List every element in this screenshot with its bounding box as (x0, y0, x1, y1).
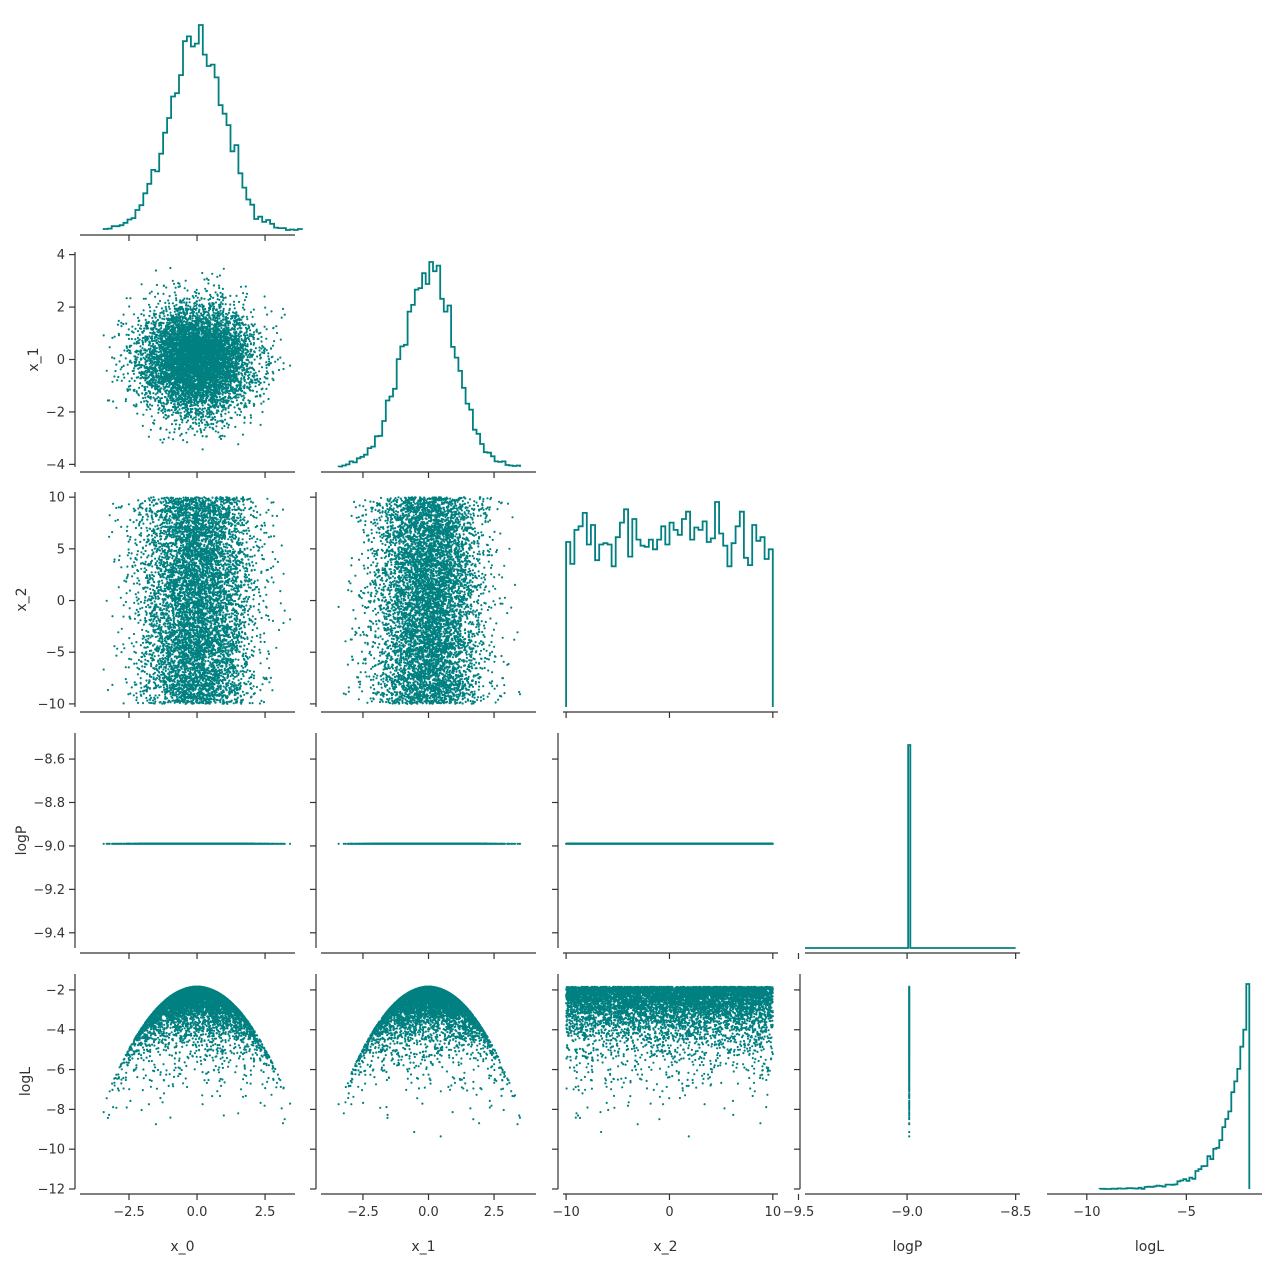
histogram-step (102, 24, 303, 231)
y-axis-label-logL: logL (18, 1067, 34, 1096)
x-tick-label: −2.5 (347, 1205, 379, 1220)
y-tick-label: 2 (57, 301, 65, 316)
y-tick-label: 4 (57, 248, 65, 263)
axes-logL-logP: −9.5 −9.0 −8.5 (783, 974, 1032, 1220)
x-tick-label: −10 (1073, 1205, 1100, 1220)
x-axis-label-x_2: x_2 (653, 1239, 677, 1255)
scatter-points (337, 496, 522, 705)
scatter-points (102, 496, 292, 705)
x-tick-label: 2.5 (484, 1205, 505, 1220)
x-tick-label: 0 (665, 1205, 673, 1220)
axes-logP-logP (797, 952, 1020, 959)
y-tick-label: −5 (46, 646, 65, 661)
y-tick-label: 0 (57, 594, 65, 609)
y-tick-label: 10 (48, 491, 65, 506)
axes-logL-x_0: −2.5 0.0 2.5 −2 −4 −6 −8 −10 −12 (38, 974, 295, 1220)
x-tick-label: 2.5 (255, 1205, 276, 1220)
y-tick-label: 0 (57, 353, 65, 368)
x-tick-label: −9.5 (783, 1205, 815, 1220)
scatter-points (337, 985, 522, 1138)
x-tick-label: 0.0 (187, 1205, 208, 1220)
y-tick-label: −8.8 (33, 796, 65, 811)
axes-logL-logL: −10 −5 (1047, 1193, 1262, 1220)
axes-x_1-x_0: 4 2 0 −2 −4 (46, 248, 295, 478)
scatter-panel-x_1-vs-x_0 (102, 266, 292, 451)
histogram-step (805, 744, 1016, 949)
histogram-logP (805, 744, 1016, 949)
scatter-panel-logL-vs-x_0 (102, 985, 292, 1126)
histogram-x_2 (565, 501, 774, 707)
y-tick-label: −9.0 (33, 839, 65, 854)
x-tick-label: 0.0 (418, 1205, 439, 1220)
scatter-points (102, 266, 292, 451)
y-axis-label-logP: logP (14, 826, 30, 856)
y-tick-label: −2 (46, 983, 65, 998)
histogram-step (565, 501, 774, 707)
scatter-panel-x_2-vs-x_0 (102, 496, 292, 705)
y-axis-label-x_1: x_1 (26, 347, 42, 371)
axes-logL-x_2: −10 0 10 (552, 974, 781, 1220)
axes-logP-x_1 (310, 733, 536, 959)
scatter-panel-x_2-vs-x_1 (337, 496, 522, 705)
x-axis-label-x_1: x_1 (411, 1239, 435, 1255)
x-axis-label-x_0: x_0 (170, 1239, 194, 1255)
y-tick-label: −8.6 (33, 753, 65, 768)
y-tick-label: −9.4 (33, 926, 65, 941)
axes-x_2-x_0: 10 5 0 −5 −10 (38, 491, 295, 718)
y-tick-label: −8 (46, 1103, 65, 1118)
x-tick-label: 10 (765, 1205, 782, 1220)
x-tick-label: −8.5 (1000, 1205, 1032, 1220)
axes-logP-x_0: −8.6 −8.8 −9.0 −9.2 −9.4 (33, 733, 295, 959)
y-tick-label: −9.2 (33, 883, 65, 898)
axes-x_1-x_1 (321, 471, 536, 478)
histogram-x_0 (102, 24, 303, 231)
x-tick-label: −5 (1177, 1205, 1196, 1220)
y-tick-label: −6 (46, 1063, 65, 1078)
x-axis-label-logP: logP (893, 1239, 923, 1255)
histogram-step (337, 261, 521, 468)
scatter-points (102, 985, 292, 1126)
histogram-x_1 (337, 261, 521, 468)
x-tick-label: −2.5 (113, 1205, 145, 1220)
y-tick-label: −10 (38, 697, 65, 712)
y-tick-label: −10 (38, 1143, 65, 1158)
y-tick-label: 5 (57, 542, 65, 557)
y-axis-label-x_2: x_2 (14, 587, 30, 611)
y-tick-label: −12 (38, 1183, 65, 1198)
scatter-panel-logL-vs-x_2 (565, 985, 774, 1138)
data-layer (102, 24, 1251, 1190)
x-axis-label-logL: logL (1135, 1239, 1164, 1255)
axes-logP-x_2 (552, 733, 778, 959)
axes-x_0-x_0 (80, 234, 295, 241)
histogram-logL (1098, 983, 1251, 1190)
x-tick-label: −10 (552, 1205, 579, 1220)
y-tick-label: −4 (46, 458, 65, 473)
axes-layer: 4 2 0 −2 −4 10 5 0 −5 −10 −8.6 −8.8 −9.0 −9.2 −9.4 −2.5… (14, 234, 1262, 1255)
axes-logL-x_1: −2.5 0.0 2.5 (310, 974, 536, 1220)
scatter-panel-logL-vs-x_1 (337, 985, 522, 1138)
axes-x_2-x_1 (310, 492, 536, 718)
histogram-step (1098, 983, 1251, 1190)
y-tick-label: −4 (46, 1023, 65, 1038)
scatter-points (565, 985, 774, 1138)
x-tick-label: −9.0 (891, 1205, 923, 1220)
axes-x_2-x_2 (563, 711, 778, 718)
y-tick-label: −2 (46, 405, 65, 420)
